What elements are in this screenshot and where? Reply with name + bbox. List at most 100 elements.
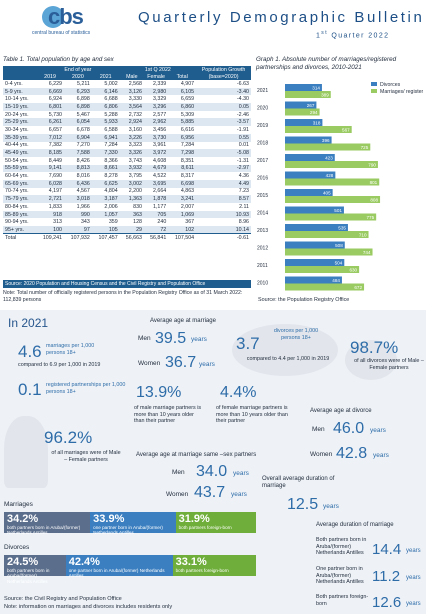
divorces-origin-bar: 24.5% both partners born in Aruba/(former… [4, 555, 256, 584]
total-cell: 107,932 [63, 233, 92, 242]
table-col-header [3, 73, 37, 80]
table-cell: 6,625 [91, 179, 120, 188]
age-group-cell: 90-94 yrs. [5, 219, 29, 226]
table-cell: -1.31 [236, 157, 249, 164]
table-cell: 128 [133, 219, 142, 226]
data-label-marriages: 710 [359, 232, 367, 237]
category-label: 2019 [257, 123, 268, 129]
table-cell: 2,980 [143, 87, 169, 96]
table-cell: 4,567 [76, 188, 90, 195]
table-cell: 830 [133, 203, 142, 210]
table-cell: 7,284 [180, 142, 195, 149]
table-col-header: (base=2020) [196, 73, 251, 80]
table-cell: 6,898 [63, 103, 92, 111]
data-label-marriages: 744 [363, 250, 371, 255]
table-cell: 7,298 [168, 149, 197, 157]
table-group-header: Population Growth [196, 66, 251, 73]
table-row: 45-49 yrs. 8,185 7,588 7,330 3,326 3,972 7,298… [3, 149, 251, 157]
category-label: 2021 [257, 88, 268, 94]
age-group-cell: 70-74 yrs. [5, 188, 29, 195]
years-label: years [231, 491, 247, 498]
table-cell: 4,522 [153, 173, 167, 180]
infographic-note: Note: information on marriages and divor… [4, 604, 173, 610]
segment-pct: 34.2% [7, 513, 39, 525]
total-cell: 107,457 [91, 233, 120, 242]
divorces-compared: compared to 4.4 per 1,000 in 2019 [246, 356, 330, 362]
table-cell: 0.55 [196, 133, 251, 142]
bar-divorces [285, 241, 345, 249]
table-cell: 3,160 [128, 126, 142, 133]
table-cell: 343 [80, 219, 90, 226]
table-row: 20-24 yrs. 5,730 5,467 5,288 2,732 2,577 5,309… [3, 111, 251, 119]
segment-label: both partners born in Aruba/(former) Net… [7, 568, 50, 584]
bar-divorces [285, 276, 342, 284]
table-cell: 3,695 [143, 179, 169, 188]
graph-source: Source: the Population Registry Office [258, 297, 350, 303]
data-label-marriages: 808 [370, 197, 378, 202]
data-label-marriages: 790 [368, 162, 376, 167]
table-cell: 2,006 [104, 203, 118, 210]
table-cell: 97 [63, 226, 92, 234]
table-row: 40-44 yrs. 7,382 7,270 7,284 3,323 3,961 7,284… [3, 142, 251, 150]
same-sex-women: 43.7 [194, 484, 226, 501]
table-cell: 2,664 [153, 188, 167, 195]
age-group-cell: 45-49 yrs. [3, 149, 37, 157]
table-cell: 3,296 [143, 103, 169, 111]
age-group-cell: 25-29 yrs. [3, 118, 37, 127]
segment-label: one partner born in Aruba/(former) Nethe… [93, 525, 163, 536]
duration-label: One partner born in Aruba/(former) Nethe… [316, 566, 364, 585]
table-cell: 6,801 [36, 103, 64, 111]
table-group-header: 1st Q 2022 [119, 66, 197, 73]
divorce-bg-shape [232, 324, 338, 376]
age-group-cell: 35-39 yrs. [3, 133, 37, 142]
table-cell: 3,326 [119, 149, 144, 157]
cbs-logo-subtitle: central bureau of statistics [32, 30, 91, 36]
table-cell: 7,284 [104, 142, 118, 149]
population-table: End of year 1st Q 2022 Population Growth… [3, 66, 251, 242]
category-label: 2012 [257, 246, 268, 252]
table-cell: 2,721 [36, 195, 64, 203]
table-cell: 8,278 [104, 173, 118, 180]
table-cell: 918 [36, 210, 64, 219]
male-older-pct: 13.9% [136, 384, 182, 401]
years-label: years [370, 427, 386, 434]
table-cell: 7,012 [36, 133, 64, 142]
bar-divorces [285, 259, 345, 266]
avg-duration-label: Average duration of marriage [316, 522, 394, 528]
table-row: 65-69 yrs. 6,028 6,436 6,625 3,002 3,695 6,698… [3, 179, 251, 188]
age-group-cell: 75-79 yrs. [3, 195, 37, 203]
table-group-header [3, 66, 37, 73]
table-cell: 102 [168, 226, 197, 234]
table-cell: 72 [143, 226, 169, 234]
origin-bar-segment: 34.2% both partners born in Aruba/(former… [4, 512, 91, 535]
table-cell: 3,329 [153, 96, 167, 103]
age-group-cell: 30-34 yrs. [5, 126, 29, 133]
table-cell: 3,323 [128, 142, 142, 149]
total-cell: 107,504 [168, 233, 197, 242]
table-cell: 3,126 [119, 87, 144, 96]
table-cell: 8,351 [180, 157, 195, 164]
table-row: 75-79 yrs. 2,721 3,018 3,187 1,363 1,878 3,241… [3, 195, 251, 203]
partnerships-text: registered partnerships per 1,000 person… [46, 382, 126, 395]
table-cell: 5,467 [76, 111, 90, 118]
category-label: 2016 [257, 176, 268, 182]
table-cell: 7,382 [48, 142, 62, 149]
quarter-label: Quarter 2022 [331, 32, 390, 40]
data-label-divorces: 484 [332, 278, 340, 283]
table-row: 35-39 yrs. 7,012 6,904 6,941 3,226 3,730 6,956… [3, 133, 251, 142]
data-label-divorces: 535 [338, 225, 346, 230]
table-cell: 7,330 [91, 149, 120, 157]
years-label: years [406, 575, 421, 581]
table-cell: 5,885 [168, 118, 197, 127]
marriages-rate-text: marriages per 1,000 persons 18+ [46, 343, 95, 356]
origin-bar-segment: 33.9% one partner born in Aruba/(former) … [90, 512, 176, 536]
age-group-cell: 95+ yrs. [3, 226, 37, 234]
table-cell: 6,588 [104, 126, 118, 133]
data-label-marriages: 294 [310, 110, 318, 115]
table-cell: 3,187 [91, 195, 120, 203]
quarter-ordinal: st [321, 30, 328, 36]
table-row: 10-14 yrs. 6,924 6,898 6,688 3,330 3,329 6,659… [3, 95, 251, 103]
table-cell: 1,057 [91, 210, 120, 219]
table-cell: 3,226 [119, 133, 144, 142]
table-cell: 4,863 [180, 188, 195, 195]
